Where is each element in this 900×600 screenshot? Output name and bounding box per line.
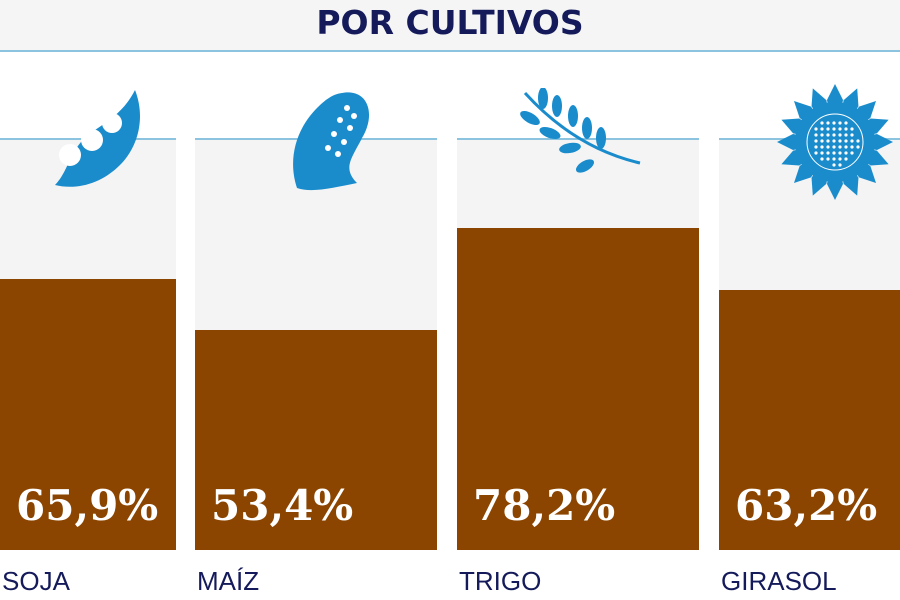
bar-girasol: 63,2% — [719, 289, 900, 550]
corn-icon — [272, 88, 382, 203]
bar-track-soja: 65,9% — [0, 138, 176, 550]
data-label: 65,9% — [16, 481, 159, 530]
header-band: POR CULTIVOS — [0, 0, 900, 52]
category-label: GIRASOL — [721, 566, 837, 596]
data-label: 78,2% — [473, 481, 616, 530]
soybean-pod-icon — [40, 85, 150, 200]
category-label: TRIGO — [459, 566, 542, 596]
bar-soja: 65,9% — [0, 278, 176, 550]
category-label: MAÍZ — [197, 566, 260, 596]
sunflower-icon — [775, 82, 895, 207]
chart-title: POR CULTIVOS — [316, 3, 584, 42]
bar-track-girasol: 63,2% — [719, 138, 900, 550]
data-label: 63,2% — [735, 481, 878, 530]
bar-track-maíz: 53,4% — [195, 138, 437, 550]
wheat-icon — [515, 87, 645, 183]
bar-track-trigo: 78,2% — [457, 138, 699, 550]
category-label: SOJA — [2, 566, 70, 596]
bar-trigo: 78,2% — [457, 227, 699, 550]
bar-maíz: 53,4% — [195, 330, 437, 550]
data-label: 53,4% — [211, 481, 354, 530]
